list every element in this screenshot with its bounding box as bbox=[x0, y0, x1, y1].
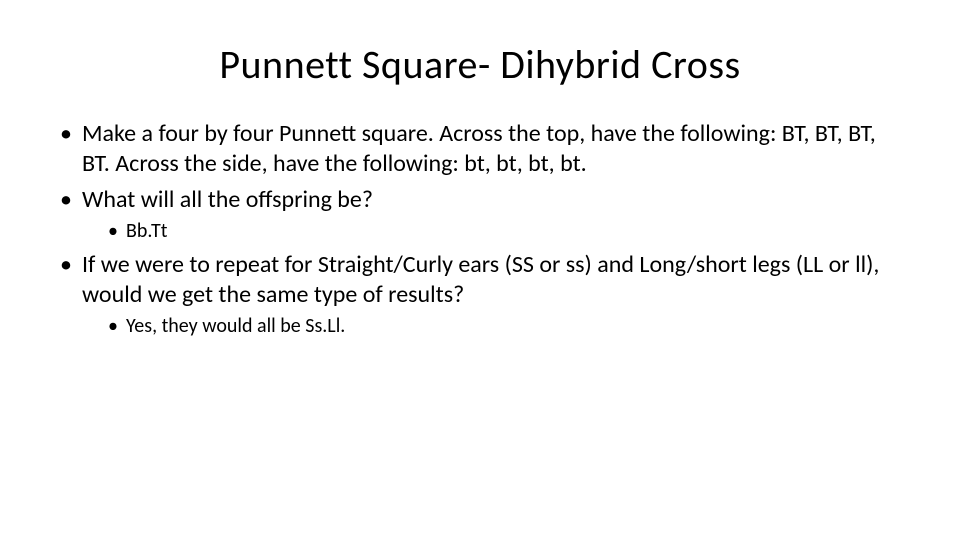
list-item: Make a four by four Punnett square. Acro… bbox=[60, 119, 900, 179]
bullet-text: What will all the offspring be? bbox=[82, 185, 373, 214]
bullet-text: Make a four by four Punnett square. Acro… bbox=[82, 119, 876, 178]
bullet-text: Bb.Tt bbox=[126, 219, 167, 243]
slide-content: Make a four by four Punnett square. Acro… bbox=[60, 119, 900, 339]
list-item: Bb.Tt bbox=[108, 219, 900, 244]
list-item: What will all the offspring be? Bb.Tt bbox=[60, 185, 900, 244]
sub-bullet-list: Yes, they would all be Ss.Ll. bbox=[82, 314, 900, 339]
bullet-list: Make a four by four Punnett square. Acro… bbox=[60, 119, 900, 339]
sub-bullet-list: Bb.Tt bbox=[82, 219, 900, 244]
slide-title: Punnett Square- Dihybrid Cross bbox=[60, 40, 900, 89]
bullet-text: Yes, they would all be Ss.Ll. bbox=[126, 314, 345, 338]
list-item: If we were to repeat for Straight/Curly … bbox=[60, 250, 900, 339]
bullet-text: If we were to repeat for Straight/Curly … bbox=[82, 250, 879, 309]
slide: Punnett Square- Dihybrid Cross Make a fo… bbox=[0, 0, 960, 540]
list-item: Yes, they would all be Ss.Ll. bbox=[108, 314, 900, 339]
